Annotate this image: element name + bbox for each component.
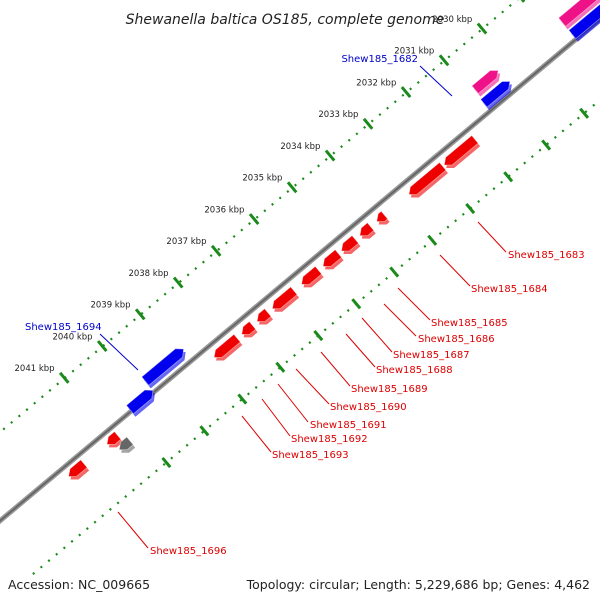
ruler-tick <box>286 181 298 194</box>
leader-shew185_1686 <box>383 303 417 337</box>
ruler-tick <box>210 244 222 257</box>
gene-shew185-1689 <box>301 265 323 285</box>
leader-shew185_1683 <box>477 221 507 253</box>
gene-shew185-1686 <box>359 222 375 236</box>
inner-ruler-tick <box>313 329 324 342</box>
leader-shew185_1687 <box>361 317 393 353</box>
gene-features <box>68 0 600 480</box>
outer-ruler-dots <box>0 0 519 434</box>
inner-ruler-tick <box>161 456 172 469</box>
gene-pseudo <box>118 436 134 451</box>
ruler-tick <box>476 22 488 35</box>
ruler-tick-label: 2033 kbp <box>318 110 358 120</box>
ruler-tick-label: 2041 kbp <box>15 364 55 374</box>
gene-shew185-1685 <box>376 210 389 222</box>
gene-forward-1682 <box>480 81 511 108</box>
gene-bottom-red <box>106 431 122 445</box>
ruler-tick-label: 2038 kbp <box>128 269 168 279</box>
inner-ruler-tick <box>427 234 438 246</box>
inner-ruler-tick <box>465 202 476 215</box>
label-shew185_1693: Shew185_1693 <box>272 450 349 461</box>
leader-shew185_1688 <box>345 333 376 368</box>
genome-stats-text: Topology: circular; Length: 5,229,686 bp… <box>246 577 590 592</box>
inner-ruler-tick <box>199 425 210 437</box>
inner-ruler-tick <box>503 171 514 183</box>
gene-shew185-1687 <box>340 235 360 252</box>
ruler-tick-label: 2031 kbp <box>394 47 434 57</box>
gene-forward-top <box>568 3 600 40</box>
ruler-tick <box>362 117 374 130</box>
gene-shew185-1690 <box>271 286 298 310</box>
ruler-tick <box>400 86 412 99</box>
genome-backbone <box>0 15 600 525</box>
inner-ruler-tick <box>237 393 248 405</box>
label-shew185_1689: Shew185_1689 <box>351 384 428 395</box>
gene-shew185-1696 <box>68 459 88 477</box>
label-shew185_1682: Shew185_1682 <box>341 54 418 65</box>
label-shew185_1696: Shew185_1696 <box>150 546 227 557</box>
leader-shew185_1696 <box>117 511 149 549</box>
inner-ruler-ticks <box>161 107 590 469</box>
ruler-tick <box>324 149 336 162</box>
ruler-tick <box>96 340 108 352</box>
label-shew185_1692: Shew185_1692 <box>291 434 368 445</box>
label-shew185_1684: Shew185_1684 <box>471 284 548 295</box>
gene-shew185-1692 <box>241 320 257 335</box>
label-shew185_1688: Shew185_1688 <box>376 365 453 376</box>
ruler-tick <box>172 276 184 289</box>
inner-ruler-tick <box>389 266 400 278</box>
ruler-tick-label: 2030 kbp <box>432 15 472 25</box>
ruler-tick-label: 2035 kbp <box>242 174 282 184</box>
backbone-core <box>0 17 600 523</box>
leader-shew185_1685 <box>397 287 431 321</box>
gene-rna-1682 <box>471 70 499 95</box>
ruler-tick <box>438 54 450 67</box>
ruler-tick <box>520 0 526 3</box>
gene-shew185-1691 <box>256 308 272 322</box>
gene-shew185-1694b <box>125 389 154 415</box>
gene-shew185-1694 <box>141 348 185 386</box>
gene-shew185-1693 <box>213 333 241 358</box>
label-shew185_1685: Shew185_1685 <box>431 318 508 329</box>
ruler-tick-label: 2040 kbp <box>52 332 92 342</box>
inner-ruler-dots <box>32 98 600 575</box>
gene-shew185-1688 <box>322 249 343 267</box>
ruler-tick <box>248 213 260 225</box>
gene-shew185-1683 <box>443 134 479 166</box>
label-shew185_1683: Shew185_1683 <box>508 250 585 261</box>
leader-shew185_1690 <box>295 368 330 405</box>
label-shew185_1694: Shew185_1694 <box>25 322 102 333</box>
ruler-tick <box>134 308 146 321</box>
leader-shew185_1691 <box>277 383 309 423</box>
ruler-tick-label: 2037 kbp <box>166 237 206 247</box>
gene-shew185-1684 <box>408 161 447 195</box>
inner-ruler-tick <box>275 361 286 373</box>
gene-rna-top <box>557 0 598 28</box>
inner-ruler-tick <box>351 298 362 310</box>
ruler-tick-label: 2039 kbp <box>90 301 130 311</box>
genome-title: Shewanella baltica OS185, complete genom… <box>126 12 445 28</box>
leader-shew185_1684 <box>439 254 471 287</box>
inner-ruler-tick <box>541 139 552 151</box>
ruler-tick-label: 2034 kbp <box>280 142 320 152</box>
label-shew185_1687: Shew185_1687 <box>393 350 470 361</box>
ruler-tick-label: 2036 kbp <box>204 205 244 215</box>
leader-shew185_1689 <box>320 351 351 387</box>
label-shew185_1691: Shew185_1691 <box>310 420 387 431</box>
leader-shew185_1682 <box>419 65 453 97</box>
label-shew185_1686: Shew185_1686 <box>418 334 495 345</box>
leader-shew185_1692 <box>261 398 291 437</box>
accession-text: Accession: NC_009665 <box>8 577 151 592</box>
label-leaders <box>99 65 507 549</box>
leader-shew185_1694 <box>99 333 139 371</box>
ruler-tick <box>58 371 70 384</box>
gene-labels: Shew185_1682 Shew185_1683 Shew185_1684 Shew… <box>25 54 585 557</box>
inner-ruler-tick <box>579 107 590 119</box>
label-shew185_1690: Shew185_1690 <box>330 402 407 413</box>
ruler-tick-label: 2032 kbp <box>356 78 396 88</box>
leader-shew185_1693 <box>241 415 272 453</box>
